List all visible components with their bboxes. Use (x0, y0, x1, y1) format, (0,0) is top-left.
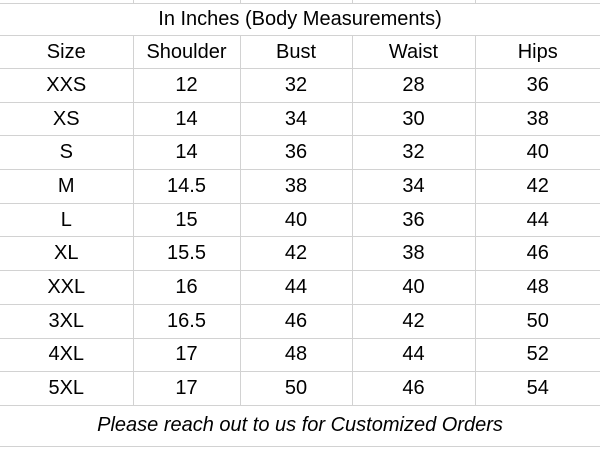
column-header-bust: Bust (239, 35, 353, 69)
cell-hips: 48 (474, 270, 600, 305)
cell-size: 4XL (0, 337, 134, 373)
customized-orders-note: Please reach out to us for Customized Or… (0, 404, 600, 447)
table-footer-row: Please reach out to us for Customized Or… (0, 404, 600, 447)
cell-bust: 36 (239, 135, 353, 171)
table-title: In Inches (Body Measurements) (0, 3, 600, 36)
cell-shoulder: 14 (132, 101, 241, 137)
cell-size: XS (0, 101, 134, 137)
cell-waist: 34 (351, 169, 476, 204)
cell-bust: 38 (239, 169, 353, 204)
cell-shoulder: 14.5 (132, 169, 241, 204)
table-row: XXS 12 32 28 36 (0, 68, 600, 103)
cell-size: 5XL (0, 371, 134, 406)
table-row: M 14.5 38 34 42 (0, 169, 600, 204)
cell-size: XL (0, 236, 134, 272)
column-header-size: Size (0, 35, 134, 69)
cell-waist: 40 (351, 270, 476, 305)
cell-bust: 42 (239, 236, 353, 272)
cell-size: XXS (0, 68, 134, 103)
cell-waist: 36 (351, 202, 476, 238)
table-row: L 15 40 36 44 (0, 202, 600, 238)
cell-shoulder: 12 (132, 68, 241, 103)
cell-hips: 54 (474, 371, 600, 406)
cell-waist: 28 (351, 68, 476, 103)
table-row: XL 15.5 42 38 46 (0, 236, 600, 272)
cell-hips: 50 (474, 303, 600, 339)
cell-hips: 36 (474, 68, 600, 103)
cell-size: L (0, 202, 134, 238)
grid-sliver-cell (0, 445, 600, 452)
cell-waist: 38 (351, 236, 476, 272)
table-row: XXL 16 44 40 48 (0, 270, 600, 305)
cell-bust: 46 (239, 303, 353, 339)
cell-waist: 42 (351, 303, 476, 339)
cell-shoulder: 15 (132, 202, 241, 238)
cell-shoulder: 16.5 (132, 303, 241, 339)
column-header-shoulder: Shoulder (132, 35, 241, 69)
table-row: 3XL 16.5 46 42 50 (0, 303, 600, 339)
cell-shoulder: 17 (132, 371, 241, 406)
table-row: 5XL 17 50 46 54 (0, 371, 600, 406)
cell-hips: 38 (474, 101, 600, 137)
cell-hips: 52 (474, 337, 600, 373)
table-header-row: Size Shoulder Bust Waist Hips (0, 35, 600, 69)
cell-shoulder: 16 (132, 270, 241, 305)
table-row: XS 14 34 30 38 (0, 101, 600, 137)
cell-hips: 44 (474, 202, 600, 238)
cell-bust: 50 (239, 371, 353, 406)
cell-hips: 42 (474, 169, 600, 204)
cell-bust: 34 (239, 101, 353, 137)
cell-bust: 48 (239, 337, 353, 373)
cell-bust: 44 (239, 270, 353, 305)
cell-waist: 30 (351, 101, 476, 137)
cell-size: 3XL (0, 303, 134, 339)
table-row-below-sliver (0, 445, 600, 452)
cell-shoulder: 14 (132, 135, 241, 171)
cell-shoulder: 15.5 (132, 236, 241, 272)
cell-size: S (0, 135, 134, 171)
cell-waist: 32 (351, 135, 476, 171)
cell-shoulder: 17 (132, 337, 241, 373)
column-header-hips: Hips (474, 35, 600, 69)
table-title-row: In Inches (Body Measurements) (0, 3, 600, 36)
cell-waist: 44 (351, 337, 476, 373)
column-header-waist: Waist (351, 35, 476, 69)
cell-waist: 46 (351, 371, 476, 406)
cell-size: XXL (0, 270, 134, 305)
cell-bust: 40 (239, 202, 353, 238)
table-row: 4XL 17 48 44 52 (0, 337, 600, 373)
cell-hips: 40 (474, 135, 600, 171)
table-row: S 14 36 32 40 (0, 135, 600, 171)
cell-size: M (0, 169, 134, 204)
cell-bust: 32 (239, 68, 353, 103)
cell-hips: 46 (474, 236, 600, 272)
